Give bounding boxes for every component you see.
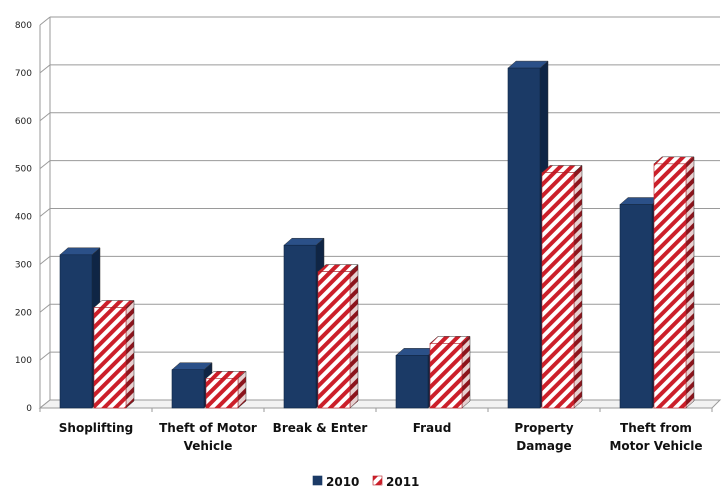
gridline-depth (39, 64, 51, 74)
x-category-label: Break & Enter (273, 421, 368, 435)
bar-2011-3 (429, 335, 471, 409)
gridline-depth (39, 160, 51, 170)
category-labels: Shoplifting Theft of Motor Vehicle Break & … (59, 421, 703, 453)
gridline-depth (39, 208, 51, 217)
grid (39, 16, 720, 409)
legend-label-2010: 2010 (326, 475, 359, 489)
gridline-depth (39, 255, 51, 265)
bar-2011-1 (205, 370, 247, 409)
gridline-depth (39, 351, 51, 361)
legend-swatch-2011 (372, 475, 383, 486)
x-axis-floor (38, 399, 722, 409)
y-tick-label: 600 (15, 117, 32, 127)
x-category-label: Shoplifting (59, 421, 133, 435)
bar-2011-4 (541, 164, 583, 409)
bar-2011-2 (317, 264, 359, 409)
bars (59, 60, 695, 409)
x-category-label: Theft of Motor Vehicle (159, 421, 257, 453)
gridline-depth (39, 16, 51, 26)
y-tick-label: 0 (26, 404, 32, 414)
x-category-label: Property Damage (514, 421, 573, 453)
legend-label-2011: 2011 (386, 475, 419, 489)
bar-2011-0 (93, 299, 135, 409)
y-tick-label: 300 (15, 260, 32, 270)
x-category-label: Theft from Motor Vehicle (609, 421, 702, 453)
y-tick-label: 100 (15, 356, 32, 366)
x-category-label: Fraud (413, 421, 452, 435)
gridline-depth (39, 112, 51, 122)
y-tick-label: 800 (15, 21, 32, 31)
y-tick-label: 700 (15, 69, 32, 79)
y-tick-label: 400 (15, 213, 32, 223)
legend-swatch-2010 (312, 475, 323, 486)
legend: 2010 2011 (312, 475, 419, 489)
bar-2011-5 (653, 156, 695, 409)
gridline-depth (39, 303, 51, 313)
y-tick-label: 500 (15, 165, 32, 175)
y-tick-label: 200 (15, 308, 32, 318)
